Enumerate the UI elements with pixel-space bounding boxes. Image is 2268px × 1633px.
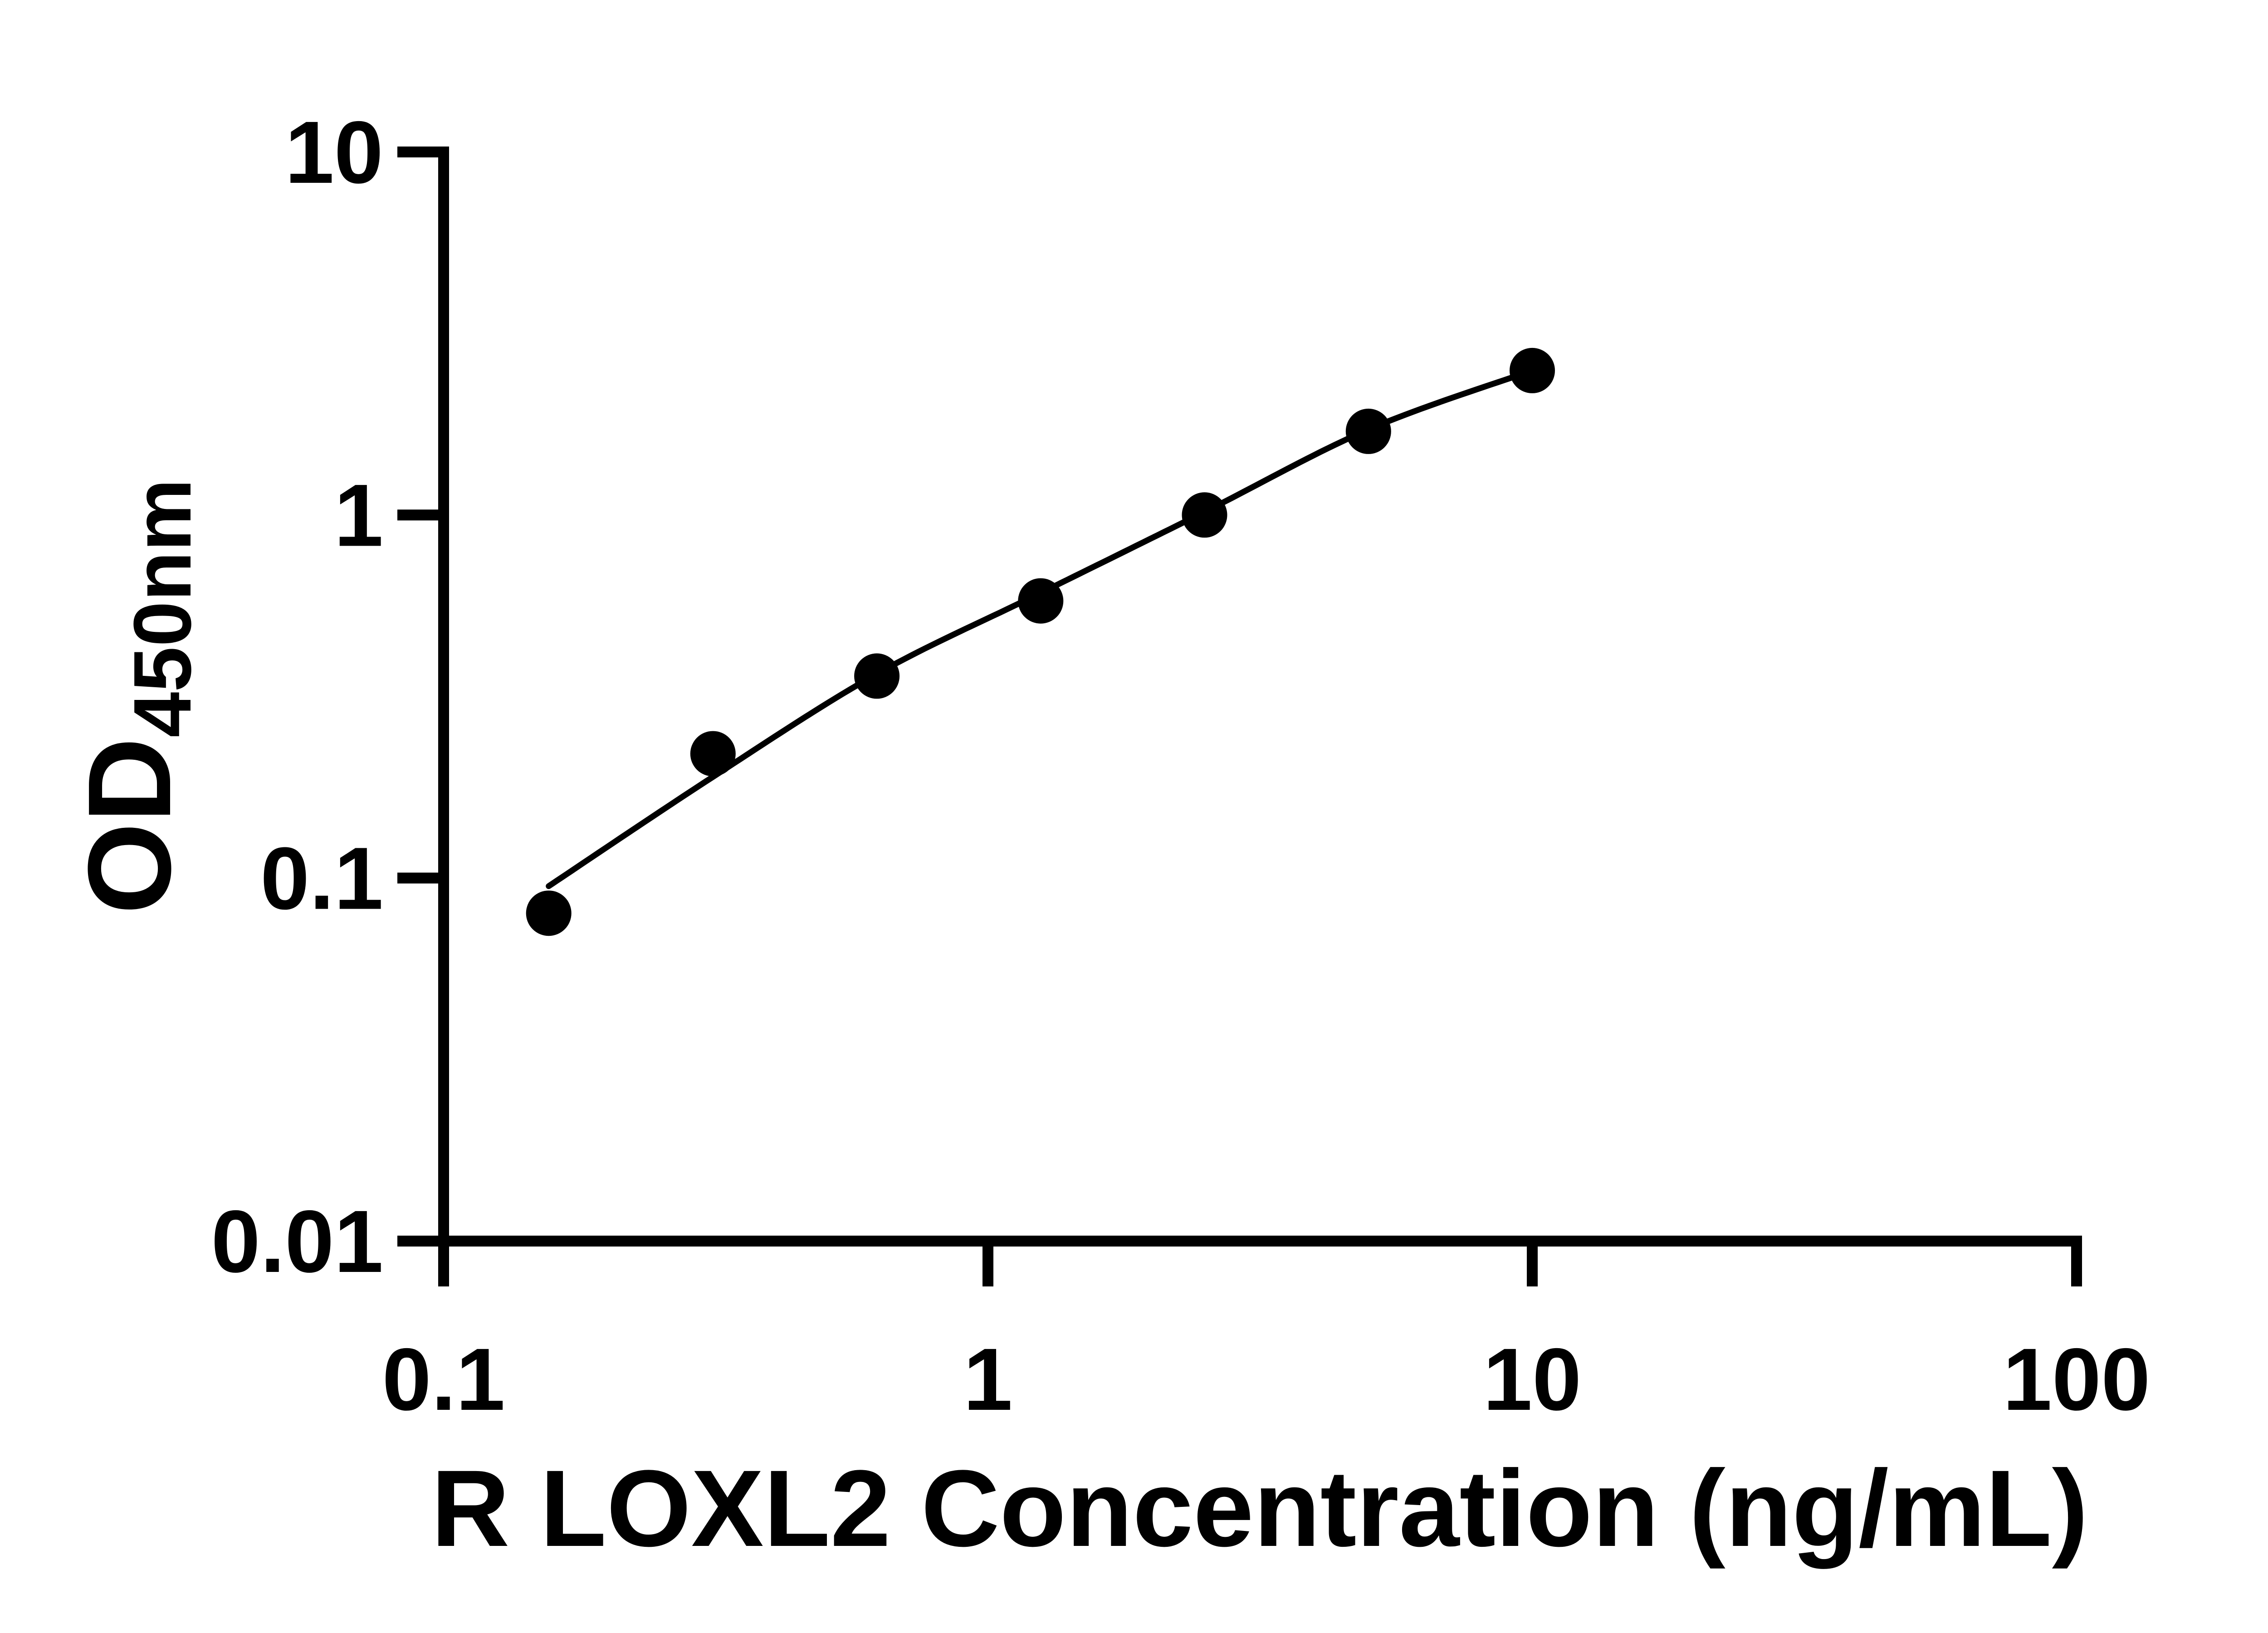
data-point (690, 731, 736, 777)
data-point (854, 653, 900, 699)
y-tick (397, 147, 449, 158)
data-point (1182, 492, 1227, 538)
x-tick (982, 1236, 993, 1286)
y-tick (397, 872, 449, 884)
x-tick (1527, 1236, 1538, 1286)
y-tick-label: 1 (334, 466, 383, 565)
x-axis-line (438, 1236, 2081, 1247)
x-axis-title: R LOXL2 Concentration (ng/mL) (431, 1447, 2088, 1569)
x-tick-label: 0.1 (382, 1330, 505, 1429)
x-tick (2071, 1236, 2082, 1286)
y-tick-label: 10 (285, 103, 383, 202)
x-tick-label: 100 (2003, 1330, 2150, 1429)
data-point (1510, 347, 1555, 393)
data-point (1018, 578, 1064, 624)
x-tick (438, 1236, 449, 1286)
x-tick-label: 1 (963, 1330, 1012, 1429)
y-tick-label: 0.01 (211, 1192, 383, 1291)
y-tick (397, 509, 449, 521)
x-tick-label: 10 (1483, 1330, 1582, 1429)
y-axis-title: OD450nm (64, 479, 208, 914)
y-axis-title-main: OD (64, 738, 196, 914)
y-tick-label: 0.1 (260, 829, 383, 928)
y-axis-line (438, 147, 449, 1247)
data-point (1345, 408, 1391, 454)
y-axis-title-subscript: 450nm (117, 479, 208, 737)
data-point (526, 890, 572, 936)
